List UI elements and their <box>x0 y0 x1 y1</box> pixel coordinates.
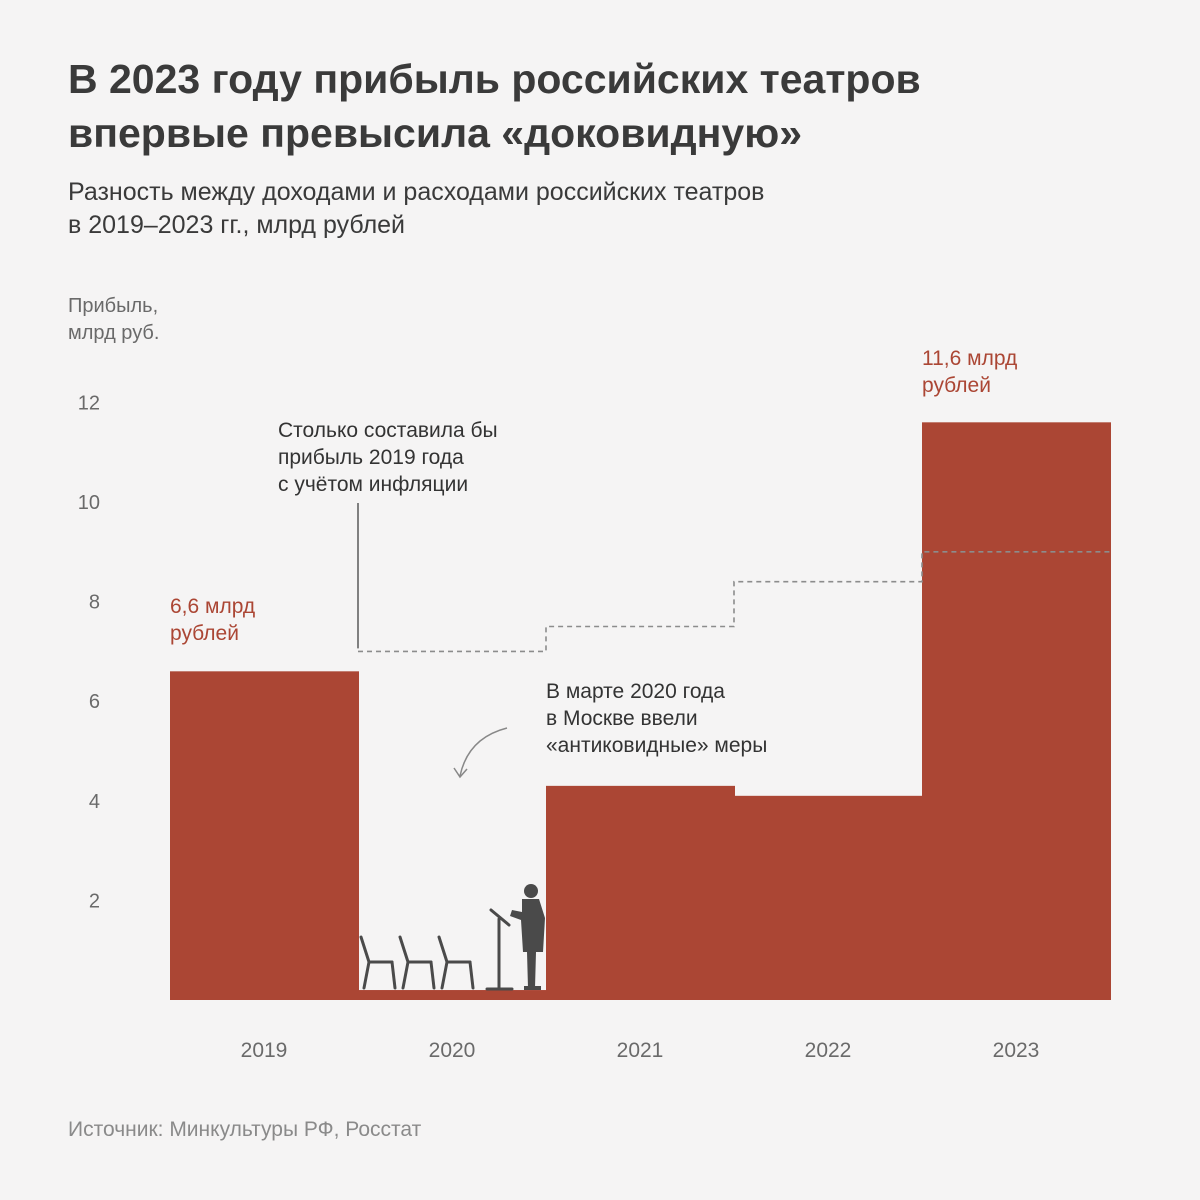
annotation-arrow <box>453 727 508 779</box>
y-tick-label: 8 <box>89 592 100 614</box>
empty-hall-illustration <box>359 884 545 991</box>
conductor-icon <box>510 884 545 990</box>
x-tick-label: 2019 <box>241 1039 288 1062</box>
subtitle-line-1: Разность между доходами и расходами росс… <box>68 178 765 206</box>
annotation-1: Столько составила бы <box>278 419 498 442</box>
y-tick-label: 12 <box>78 392 100 414</box>
x-tick-label: 2022 <box>805 1039 852 1062</box>
subtitle-line-2: в 2019–2023 гг., млрд рублей <box>68 211 406 239</box>
y-tick-label: 2 <box>89 890 100 912</box>
music-stand-icon <box>485 908 514 991</box>
annotation-2: В марте 2020 года <box>546 680 725 703</box>
chair-icon <box>359 935 397 990</box>
source-note: Источник: Минкультуры РФ, Росстат <box>68 1118 422 1141</box>
data-label-2023: 11,6 млрд <box>922 347 1017 370</box>
y-axis-label: млрд руб. <box>68 322 159 344</box>
y-tick-label: 6 <box>89 691 100 713</box>
bar-2023 <box>922 422 1111 1000</box>
chair-icon <box>398 935 436 990</box>
y-tick-label: 4 <box>89 791 100 813</box>
inflation-adjusted-line <box>358 551 1110 653</box>
data-label-2019: 6,6 млрд <box>170 595 255 618</box>
data-label-2023: рублей <box>922 374 991 397</box>
bars-group <box>170 422 1111 1000</box>
title-line-2: впервые превысила «доковидную» <box>68 110 803 156</box>
chart-title: В 2023 году прибыль российских театров в… <box>68 52 1128 160</box>
chair-icon <box>437 935 475 990</box>
x-tick-label: 2023 <box>993 1039 1040 1062</box>
annotation-2: «антиковидные» меры <box>546 734 767 757</box>
bar-2019 <box>170 671 359 1000</box>
bar-2022 <box>734 795 923 1000</box>
x-tick-label: 2020 <box>429 1039 476 1062</box>
data-label-2019: рублей <box>170 622 239 645</box>
y-axis-label: Прибыль, <box>68 295 158 317</box>
y-tick-label: 10 <box>78 492 100 514</box>
bar-2021 <box>546 785 735 1000</box>
title-line-1: В 2023 году прибыль российских театров <box>68 56 921 102</box>
inflation-line-group <box>358 551 1110 653</box>
annotation-1: с учётом инфляции <box>278 473 468 496</box>
annotation-1: прибыль 2019 года <box>278 446 464 469</box>
annotation-2: в Москве ввели <box>546 707 698 730</box>
bar-2020 <box>358 990 547 1000</box>
chart-subtitle: Разность между доходами и расходами росс… <box>68 176 1128 242</box>
x-tick-label: 2021 <box>617 1039 664 1062</box>
